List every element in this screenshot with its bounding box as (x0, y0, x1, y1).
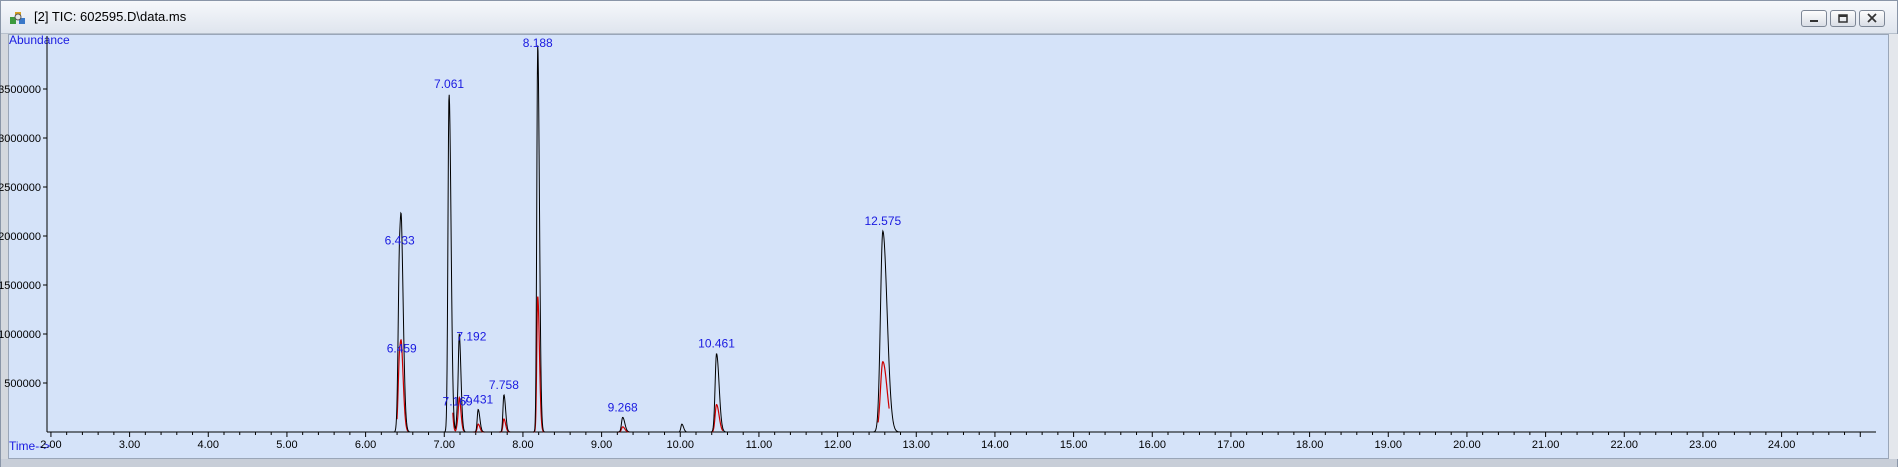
peak-label: 7.431 (463, 392, 493, 406)
x-tick-label: 17.00 (1217, 439, 1245, 451)
integration-trace (877, 361, 890, 423)
peak-label: 10.461 (698, 337, 735, 351)
x-tick-label: 8.00 (512, 439, 533, 451)
minimize-button[interactable] (1801, 10, 1827, 27)
integration-trace (533, 296, 545, 433)
x-tick-label: 3.00 (119, 439, 140, 451)
y-tick-label: 1500000 (0, 280, 41, 292)
x-tick-label: 11.00 (746, 439, 773, 451)
peak-label: 7.169 (443, 394, 473, 408)
status-bar (1, 459, 1897, 467)
peak-label: 7.758 (489, 378, 519, 392)
tic-trace (50, 45, 1857, 433)
plot-area[interactable] (8, 34, 1889, 459)
restore-icon (1838, 14, 1848, 23)
x-tick-label: 10.00 (667, 439, 695, 451)
x-tick-label: 7.00 (434, 439, 455, 451)
peak-label: 12.575 (864, 214, 901, 228)
close-button[interactable] (1859, 10, 1885, 27)
x-tick-label: 21.00 (1532, 439, 1560, 451)
x-tick-label: 13.00 (903, 439, 931, 451)
peak-label: 8.188 (523, 36, 553, 50)
y-axis-label: Abundance (9, 33, 70, 47)
y-tick-label: 2500000 (0, 182, 41, 194)
peak-label: 7.192 (456, 330, 486, 344)
x-axis-label: Time--> (9, 439, 50, 453)
close-icon (1867, 13, 1877, 23)
x-tick-label: 14.00 (981, 439, 1009, 451)
axes: 500000 1000000 1500000 2000000 2500000 300000… (0, 36, 1876, 451)
title-bar[interactable]: [2] TIC: 602595.D\data.ms (1, 1, 1897, 34)
y-tick-label: 3000000 (0, 133, 41, 145)
window-title: [2] TIC: 602595.D\data.ms (34, 9, 187, 24)
x-tick-label: 24.00 (1768, 439, 1796, 451)
x-tick-label: 6.00 (355, 439, 376, 451)
x-tick-label: 23.00 (1689, 439, 1717, 451)
minimize-icon (1810, 20, 1818, 22)
x-tick-label: 22.00 (1611, 439, 1639, 451)
x-tick-label: 2.00 (40, 439, 61, 451)
integration-trace (711, 403, 724, 433)
peak-label: 9.268 (608, 400, 638, 414)
vertical-scrollbar[interactable] (1889, 34, 1898, 459)
restore-button[interactable] (1830, 10, 1856, 27)
x-tick-label: 16.00 (1139, 439, 1167, 451)
x-tick-label: 12.00 (824, 439, 852, 451)
chromatogram-app-icon (10, 12, 25, 24)
y-tick-label: 2000000 (0, 231, 41, 243)
peak-label: 6.433 (385, 234, 415, 248)
y-tick-label: 500000 (4, 378, 41, 390)
x-tick-label: 18.00 (1296, 439, 1324, 451)
y-tick-label: 1000000 (0, 329, 41, 341)
x-tick-label: 4.00 (198, 439, 219, 451)
trace-group (50, 45, 1857, 433)
peak-label: 7.061 (434, 77, 464, 91)
peak-label: 6.459 (387, 342, 417, 356)
x-tick-label: 19.00 (1375, 439, 1403, 451)
integration-trace (452, 395, 465, 432)
x-tick-label: 5.00 (276, 439, 297, 451)
x-tick-label: 9.00 (591, 439, 612, 451)
x-tick-label: 15.00 (1060, 439, 1088, 451)
x-tick-label: 20.00 (1453, 439, 1481, 451)
integration-trace (396, 338, 409, 432)
y-tick-label: 3500000 (0, 84, 41, 96)
